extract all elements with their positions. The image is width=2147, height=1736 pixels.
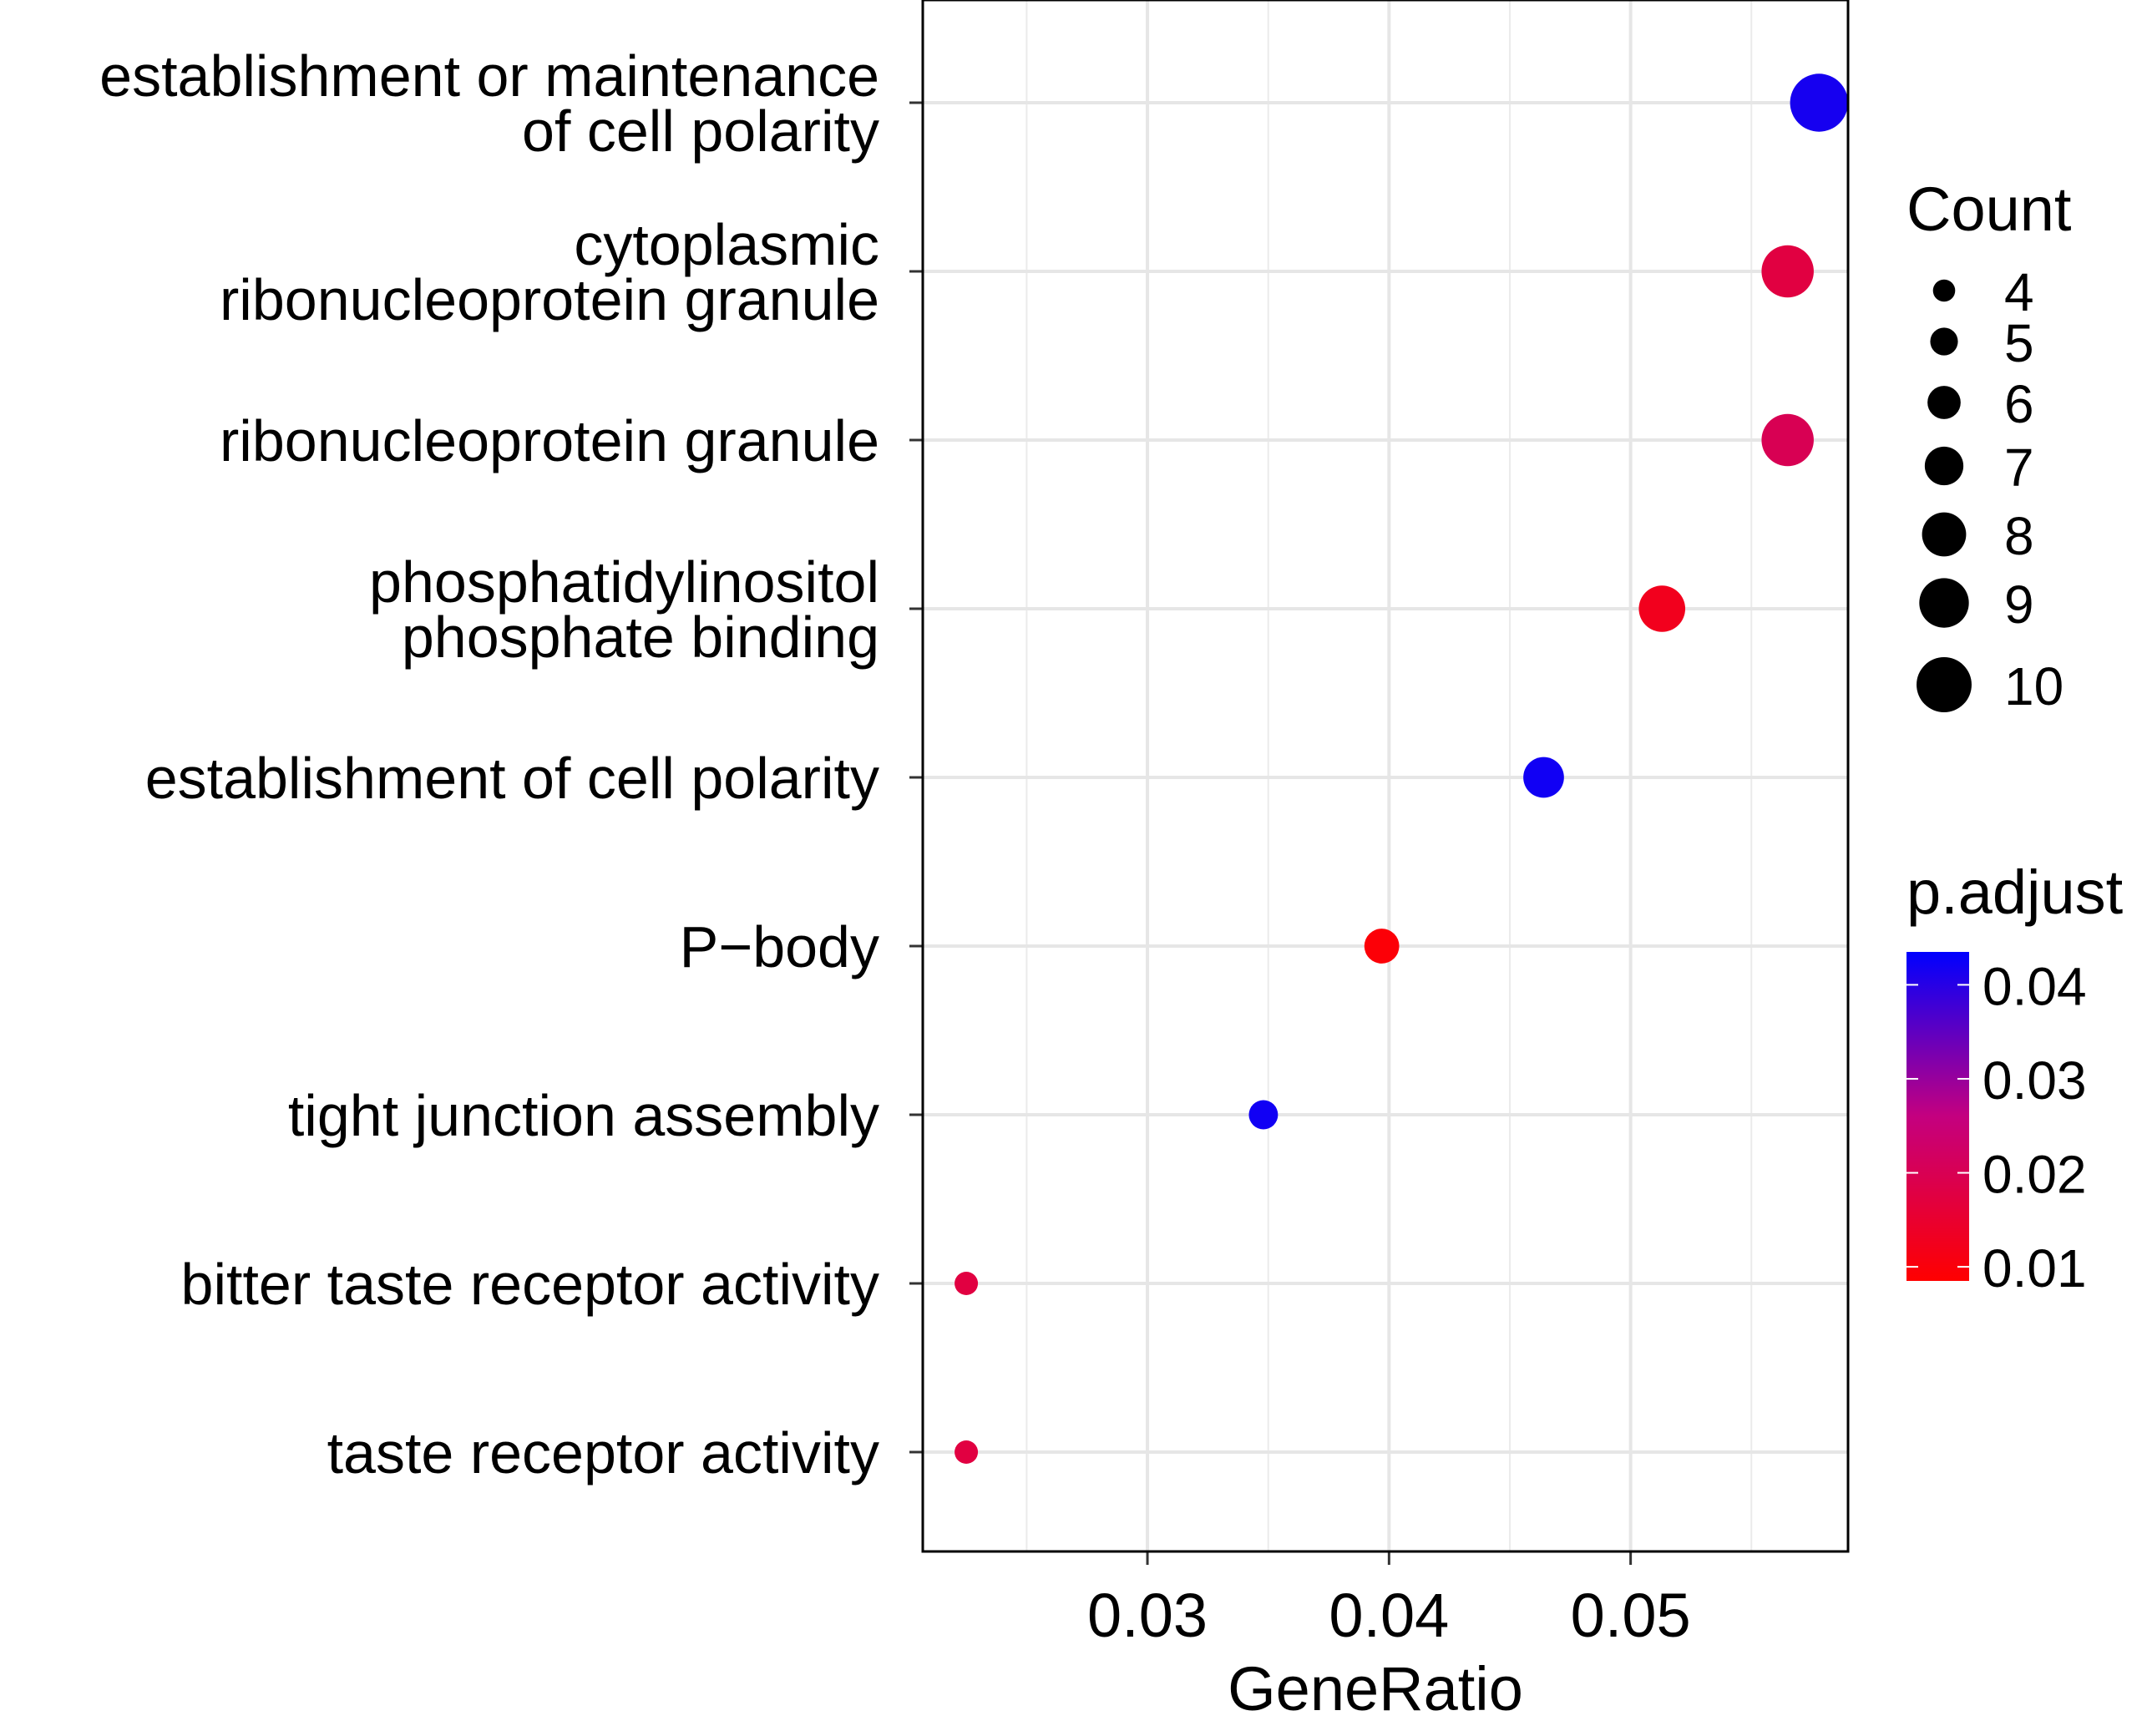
count-legend-label: 6 (2004, 374, 2034, 434)
count-legend-key (1930, 327, 1958, 356)
y-tick-label: ribonucleoprotein granule (220, 267, 879, 332)
axes: 0.03 0.04 0.05 establishment or maintenance… (99, 43, 1691, 1650)
p-adjust-legend-label: 0.01 (1982, 1238, 2087, 1298)
plot-panel-border (921, 0, 1850, 1553)
y-tick-label: of cell polarity (522, 99, 879, 164)
count-legend-label: 8 (2004, 506, 2034, 566)
y-tick-label: bitter taste receptor activity (181, 1252, 879, 1317)
data-point (1364, 929, 1400, 964)
count-legend-key (1927, 386, 1961, 419)
p-adjust-legend-title: p.adjust (1906, 858, 2124, 927)
x-tick-label: 0.04 (1329, 1581, 1449, 1650)
count-legend-key (1932, 279, 1956, 302)
p-adjust-legend-label: 0.03 (1982, 1050, 2087, 1111)
data-point (955, 1440, 979, 1464)
count-legend-key (1919, 578, 1969, 628)
x-tick-label: 0.03 (1087, 1581, 1208, 1650)
y-tick-label: cytoplasmic (574, 212, 879, 277)
count-legend-title: Count (1906, 175, 2072, 244)
data-point (955, 1272, 979, 1295)
count-legend-label: 4 (2004, 262, 2034, 322)
y-tick-label: tight junction assembly (288, 1083, 879, 1148)
data-points (955, 73, 1848, 1464)
y-tick-label: establishment or maintenance (99, 43, 879, 109)
y-tick-label: establishment of cell polarity (145, 746, 879, 811)
data-point (1761, 413, 1814, 467)
data-point (1523, 757, 1564, 798)
y-tick-label: P−body (680, 914, 879, 979)
count-legend-key (1917, 657, 1972, 712)
y-tick-label: phosphatidylinositol (369, 549, 879, 615)
data-point (1790, 73, 1848, 132)
x-axis-title: GeneRatio (1228, 1654, 1523, 1723)
count-legend-label: 10 (2004, 656, 2063, 716)
y-tick-label: ribonucleoprotein granule (220, 408, 879, 473)
x-tick-label: 0.05 (1571, 1581, 1691, 1650)
count-legend-key (1922, 512, 1967, 557)
grid-lines (923, 0, 1848, 1551)
data-point (1761, 245, 1814, 298)
data-point (1638, 585, 1686, 632)
p-adjust-legend-ticks: 0.01 0.02 0.03 0.04 (1906, 956, 2087, 1298)
count-legend-label: 7 (2004, 438, 2034, 498)
p-adjust-legend: p.adjust 0.01 0.02 0.03 0.04 (1906, 858, 2124, 1298)
y-tick-label: taste receptor activity (327, 1420, 879, 1485)
p-adjust-legend-label: 0.02 (1982, 1145, 2087, 1205)
y-tick-label: phosphate binding (402, 605, 879, 670)
count-legend-label: 5 (2004, 313, 2034, 373)
p-adjust-legend-label: 0.04 (1982, 956, 2087, 1016)
p-adjust-colorbar (1906, 952, 1969, 1281)
count-legend-key (1924, 446, 1964, 486)
count-legend-label: 9 (2004, 574, 2034, 635)
data-point (1248, 1100, 1279, 1130)
